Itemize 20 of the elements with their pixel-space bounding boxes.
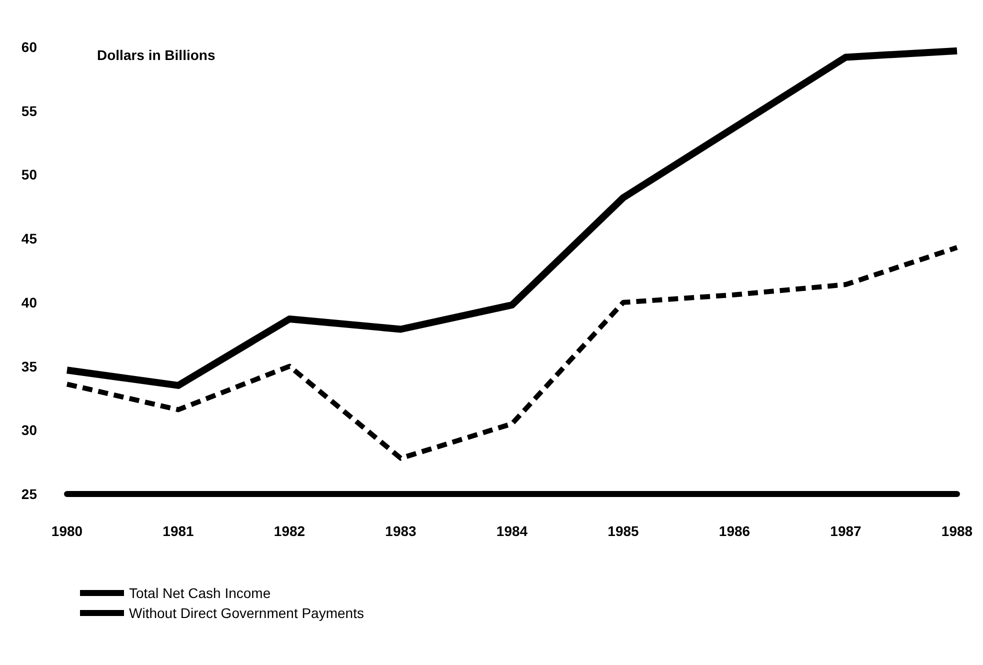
x-tick-label: 1981 bbox=[162, 523, 194, 539]
legend-label: Total Net Cash Income bbox=[129, 585, 271, 601]
x-tick-label: 1988 bbox=[941, 523, 973, 539]
y-axis-title: Dollars in Billions bbox=[97, 47, 216, 63]
x-tick-label: 1986 bbox=[718, 523, 750, 539]
x-tick-label: 1985 bbox=[608, 523, 640, 539]
y-tick-label: 45 bbox=[21, 230, 38, 247]
y-tick-label: 60 bbox=[21, 39, 38, 55]
y-tick-label: 25 bbox=[21, 486, 38, 502]
x-tick-label: 1982 bbox=[274, 523, 306, 539]
y-tick-label: 30 bbox=[21, 422, 38, 438]
y-tick-label: 50 bbox=[21, 166, 38, 183]
legend-label: Without Direct Government Payments bbox=[129, 605, 364, 621]
y-tick-label: 35 bbox=[21, 358, 38, 374]
x-tick-label: 1984 bbox=[496, 523, 528, 539]
y-tick-label: 40 bbox=[21, 294, 38, 310]
x-tick-label: 1983 bbox=[385, 523, 417, 539]
x-tick-label: 1980 bbox=[51, 523, 83, 539]
x-tick-label: 1987 bbox=[830, 523, 862, 539]
y-tick-label: 55 bbox=[21, 102, 38, 119]
